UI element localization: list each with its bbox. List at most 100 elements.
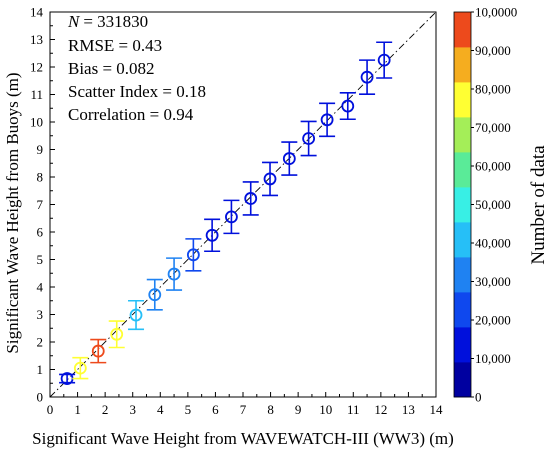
x-tick-label: 3 bbox=[129, 402, 136, 417]
x-tick-label: 1 bbox=[74, 402, 81, 417]
y-tick-label: 1 bbox=[37, 362, 44, 377]
data-point-marker bbox=[302, 132, 316, 145]
data-point bbox=[262, 161, 279, 197]
data-points bbox=[59, 41, 393, 385]
x-tick-label: 0 bbox=[47, 402, 54, 417]
stat-rmse: RMSE = 0.43 bbox=[68, 36, 162, 55]
x-tick-label: 12 bbox=[374, 402, 387, 417]
data-point bbox=[90, 338, 107, 364]
y-tick-label: 13 bbox=[30, 32, 43, 47]
colorbar-segment bbox=[454, 152, 471, 188]
x-tick-label: 13 bbox=[402, 402, 415, 417]
stat-bias: Bias = 0.082 bbox=[68, 59, 155, 78]
x-tick-label: 14 bbox=[430, 402, 444, 417]
data-point-marker bbox=[263, 172, 277, 186]
data-point-marker bbox=[282, 152, 296, 165]
data-point-marker bbox=[244, 192, 258, 205]
data-point-marker bbox=[73, 361, 87, 375]
x-tick-label: 7 bbox=[240, 402, 247, 417]
data-point bbox=[376, 41, 393, 79]
data-point bbox=[146, 278, 163, 311]
x-tick-label: 6 bbox=[212, 402, 219, 417]
colorbar-segment bbox=[454, 82, 471, 118]
data-point bbox=[359, 59, 376, 96]
data-point-marker bbox=[186, 248, 200, 262]
colorbar-tick-label: 70,000 bbox=[475, 120, 511, 135]
statistics-annotation: N = 331830 RMSE = 0.43 Bias = 0.082 Scatt… bbox=[67, 12, 206, 124]
colorbar-segment bbox=[454, 12, 471, 48]
y-tick-label: 7 bbox=[37, 197, 44, 212]
data-point bbox=[300, 120, 317, 157]
data-point bbox=[242, 181, 259, 216]
y-tick-label: 3 bbox=[37, 307, 44, 322]
data-point bbox=[223, 199, 240, 235]
x-tick-label: 2 bbox=[102, 402, 109, 417]
colorbar-segment bbox=[454, 117, 471, 153]
colorbar-segment bbox=[454, 327, 471, 363]
y-tick-label: 9 bbox=[37, 142, 44, 157]
stat-n-symbol: N bbox=[67, 12, 81, 31]
y-tick-label: 2 bbox=[37, 335, 44, 350]
colorbar-tick-label: 90,000 bbox=[475, 43, 511, 58]
data-point-marker bbox=[91, 344, 105, 358]
colorbar-segment bbox=[454, 362, 471, 398]
y-tick-label: 8 bbox=[37, 170, 44, 185]
data-point bbox=[339, 92, 356, 121]
data-point-marker bbox=[205, 228, 219, 242]
colorbar-segment bbox=[454, 257, 471, 293]
data-point-marker bbox=[148, 288, 162, 302]
x-tick-label: 9 bbox=[295, 402, 302, 417]
colorbar-tick-label: 10,0000 bbox=[475, 5, 517, 20]
stat-n-value: = 331830 bbox=[83, 12, 148, 31]
data-point-marker bbox=[360, 70, 374, 84]
x-tick-label: 5 bbox=[185, 402, 192, 417]
colorbar-tick-label: 0 bbox=[475, 390, 482, 405]
colorbar-segment bbox=[454, 292, 471, 328]
y-tick-label: 14 bbox=[30, 5, 44, 20]
colorbar-tick-label: 60,000 bbox=[475, 159, 511, 174]
data-point-marker bbox=[129, 308, 143, 322]
colorbar-segment bbox=[454, 47, 471, 83]
colorbar-title: Number of data bbox=[528, 145, 549, 265]
data-point bbox=[108, 320, 125, 349]
data-point-marker bbox=[320, 113, 334, 127]
y-tick-label: 0 bbox=[37, 390, 44, 405]
colorbar-tick-label: 50,000 bbox=[475, 197, 511, 212]
data-point bbox=[281, 141, 298, 176]
data-point bbox=[185, 238, 202, 272]
data-point-marker bbox=[110, 327, 124, 341]
stat-scatter-index: Scatter Index = 0.18 bbox=[68, 82, 206, 101]
colorbar-tick-label: 20,000 bbox=[475, 313, 511, 328]
colorbar-tick-label: 80,000 bbox=[475, 82, 511, 97]
colorbar: 0 10,000 20,000 30,000 40,000 50,000 60,000 70,… bbox=[453, 5, 517, 405]
data-point-marker bbox=[167, 267, 181, 281]
x-tick-label: 4 bbox=[157, 402, 164, 417]
colorbar-tick-label: 40,000 bbox=[475, 236, 511, 251]
x-tick-label: 8 bbox=[267, 402, 274, 417]
colorbar-tick-label: 30,000 bbox=[475, 274, 511, 289]
y-axis-title: Significant Wave Height from Buoys (m) bbox=[3, 72, 22, 353]
data-point bbox=[319, 102, 336, 138]
y-tick-label: 6 bbox=[37, 225, 44, 240]
data-point-marker bbox=[341, 99, 355, 113]
stat-correlation: Correlation = 0.94 bbox=[68, 105, 194, 124]
stat-n: N = 331830 bbox=[67, 12, 148, 31]
x-axis-title: Significant Wave Height from WAVEWATCH-I… bbox=[32, 429, 454, 448]
colorbar-segment bbox=[454, 187, 471, 223]
colorbar-segment bbox=[454, 222, 471, 258]
x-tick-label: 10 bbox=[319, 402, 332, 417]
data-point bbox=[128, 299, 145, 331]
y-tick-label: 11 bbox=[30, 87, 43, 102]
x-tick-label: 11 bbox=[347, 402, 360, 417]
data-point bbox=[204, 218, 221, 253]
data-point-marker bbox=[225, 210, 238, 224]
data-point bbox=[166, 257, 183, 291]
y-tick-label: 5 bbox=[37, 252, 44, 267]
colorbar-tick-label: 10,000 bbox=[475, 351, 511, 366]
data-point-marker bbox=[377, 53, 391, 67]
data-point bbox=[72, 356, 89, 380]
y-tick-label: 10 bbox=[30, 115, 43, 130]
